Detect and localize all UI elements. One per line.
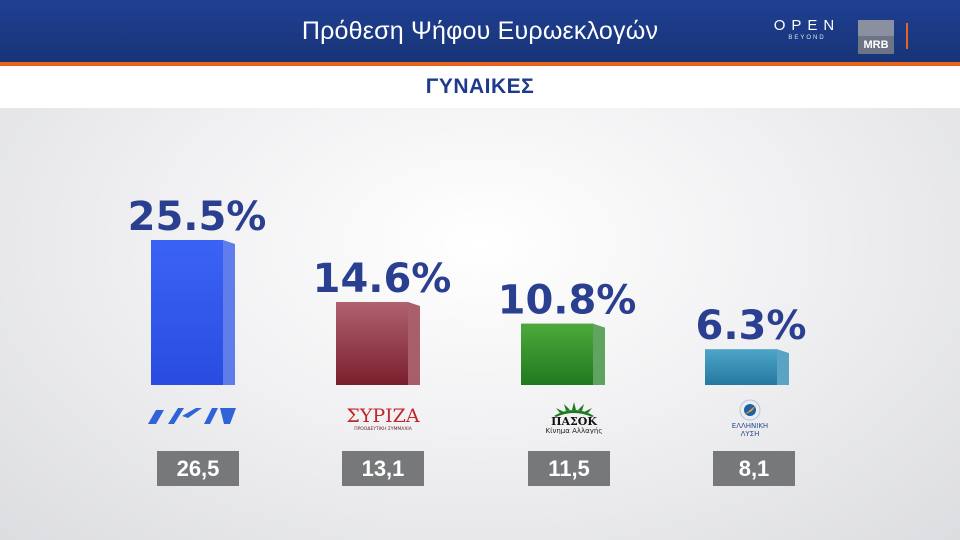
previous-value-box-elliniki-lysi: 8,1 (713, 451, 795, 486)
pasok-logo-text: ΠΑΣΟΚ (551, 415, 597, 428)
previous-value-box-nd: 26,5 (157, 451, 239, 486)
mrb-logo-top (858, 20, 894, 36)
nd-logo-icon (146, 404, 246, 426)
elliniki-lysi-logo-icon: ΕΛΛΗΝΙΚΗ ΛΥΣΗ (706, 398, 794, 440)
pasok-logo-icon: ΠΑΣΟΚ Κίνημα Αλλαγής (526, 398, 622, 435)
bar-side-syriza (408, 301, 420, 385)
bar-chart: 25.5% 14.6% 10.8% 6.3% (128, 194, 807, 385)
open-beyond-logo: OPEN BEYOND (772, 18, 842, 42)
header-accent-line (0, 62, 960, 66)
syriza-logo-icon: ΣΥΡΙΖΑ ΠΡΟΟΔΕΥΤΙΚΗ ΣΥΜΜΑΧΙΑ (328, 405, 438, 432)
value-label-nd: 25.5% (128, 194, 267, 240)
syriza-logo-subtext: ΠΡΟΟΔΕΥΤΙΚΗ ΣΥΜΜΑΧΙΑ (354, 426, 413, 431)
bar-pasok (521, 323, 593, 385)
value-label-pasok: 10.8% (498, 278, 637, 324)
bar-side-elliniki-lysi (777, 349, 789, 385)
previous-value-box-syriza: 13,1 (342, 451, 424, 486)
elliniki-lysi-logo-text-2: ΛΥΣΗ (741, 430, 760, 438)
elliniki-lysi-logo-text-1: ΕΛΛΗΝΙΚΗ (732, 422, 768, 430)
page-title: Πρόθεση Ψήφου Ευρωεκλογών (301, 17, 659, 45)
bar-nd (151, 240, 223, 385)
mrb-logo: MRB (858, 20, 894, 54)
bar-side-nd (223, 240, 235, 385)
header-orange-marker (906, 23, 908, 49)
syriza-logo-text: ΣΥΡΙΖΑ (346, 405, 419, 427)
open-logo-text: OPEN (773, 17, 841, 34)
value-label-syriza: 14.6% (313, 256, 452, 302)
chart-subtitle: ΓΥΝΑΙΚΕΣ (0, 66, 960, 108)
bar-syriza (336, 301, 408, 385)
header-bar (0, 0, 960, 62)
pasok-logo-subtext: Κίνημα Αλλαγής (546, 427, 603, 434)
mrb-logo-text: MRB (863, 39, 889, 51)
bar-side-pasok (593, 323, 605, 385)
open-logo-subtext: BEYOND (788, 35, 826, 41)
value-label-elliniki-lysi: 6.3% (696, 303, 807, 349)
bar-elliniki-lysi (705, 349, 777, 385)
previous-value-box-pasok: 11,5 (528, 451, 610, 486)
